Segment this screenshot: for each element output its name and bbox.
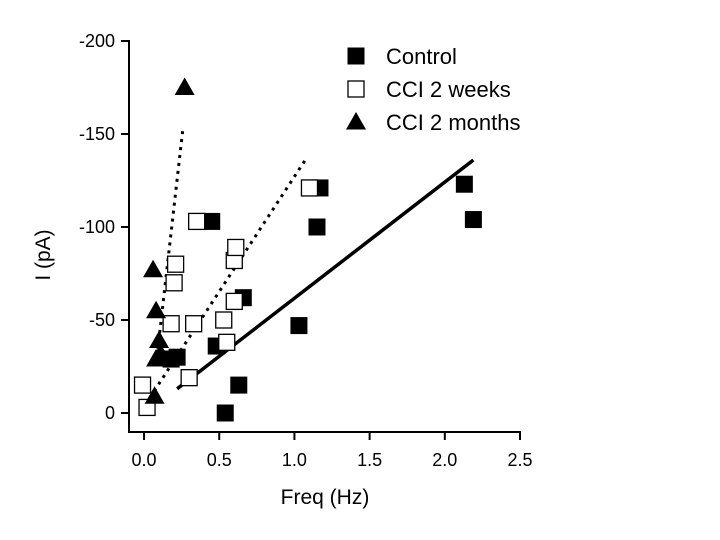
- data-point-series-2: [133, 376, 152, 394]
- x-axis-title: Freq (Hz): [281, 486, 370, 509]
- data-point-series-3: [149, 330, 170, 348]
- data-point-series-2: [180, 369, 198, 387]
- x-tick-label: 1.5: [357, 450, 382, 470]
- data-point-series-3: [174, 77, 195, 95]
- y-tick-label: 0: [105, 403, 115, 423]
- fit-lines: [139, 126, 475, 412]
- data-point-series-1: [290, 317, 308, 335]
- axes: 0 -50 -100 -150 -200 0.0 0.5 1.0 1.5 2.0 2.5: [79, 31, 533, 470]
- data-point-series-1: [464, 211, 482, 229]
- data-point-series-3: [144, 386, 165, 404]
- x-tick-label: 2.5: [507, 450, 532, 470]
- legend-label-series-1: Control: [386, 44, 457, 69]
- data-point-series-2: [162, 315, 180, 333]
- y-tick-label: -150: [79, 124, 115, 144]
- data-point-series-2: [218, 333, 236, 351]
- data-point-series-2: [215, 311, 233, 329]
- data-point-series-2: [300, 179, 319, 197]
- legend: Control CCI 2 weeks CCI 2 months: [346, 44, 521, 135]
- y-tick-label: -50: [89, 310, 115, 330]
- data-point-series-2: [188, 212, 206, 231]
- data-points: [133, 77, 482, 422]
- data-point-series-1: [203, 212, 221, 230]
- legend-marker-series-1: [347, 47, 365, 65]
- data-point-series-2: [166, 255, 185, 273]
- data-point-series-3: [146, 300, 167, 319]
- y-tick-label: -200: [79, 31, 115, 51]
- legend-marker-series-3: [346, 112, 366, 130]
- data-point-series-2: [227, 238, 245, 257]
- data-point-series-2: [165, 274, 183, 292]
- x-tick-label: 0.5: [207, 450, 232, 470]
- data-point-series-2: [225, 292, 243, 311]
- data-point-series-1: [455, 175, 473, 193]
- legend-label-series-2: CCI 2 weeks: [386, 77, 511, 102]
- x-tick-label: 1.0: [282, 450, 307, 470]
- legend-label-series-3: CCI 2 months: [386, 110, 521, 135]
- legend-marker-series-2: [347, 80, 365, 98]
- y-axis-title: I (pA): [32, 229, 55, 280]
- data-point-series-3: [150, 343, 171, 361]
- x-tick-label: 0.0: [132, 450, 157, 470]
- data-point-series-1: [168, 348, 186, 366]
- fit-line-series-2: [139, 157, 308, 412]
- data-point-series-1: [216, 404, 234, 422]
- data-point-series-2: [185, 315, 203, 333]
- data-point-series-3: [143, 259, 164, 278]
- data-point-series-1: [230, 376, 248, 394]
- data-point-series-1: [308, 218, 326, 236]
- x-tick-label: 2.0: [432, 450, 457, 470]
- y-tick-label: -100: [79, 217, 115, 237]
